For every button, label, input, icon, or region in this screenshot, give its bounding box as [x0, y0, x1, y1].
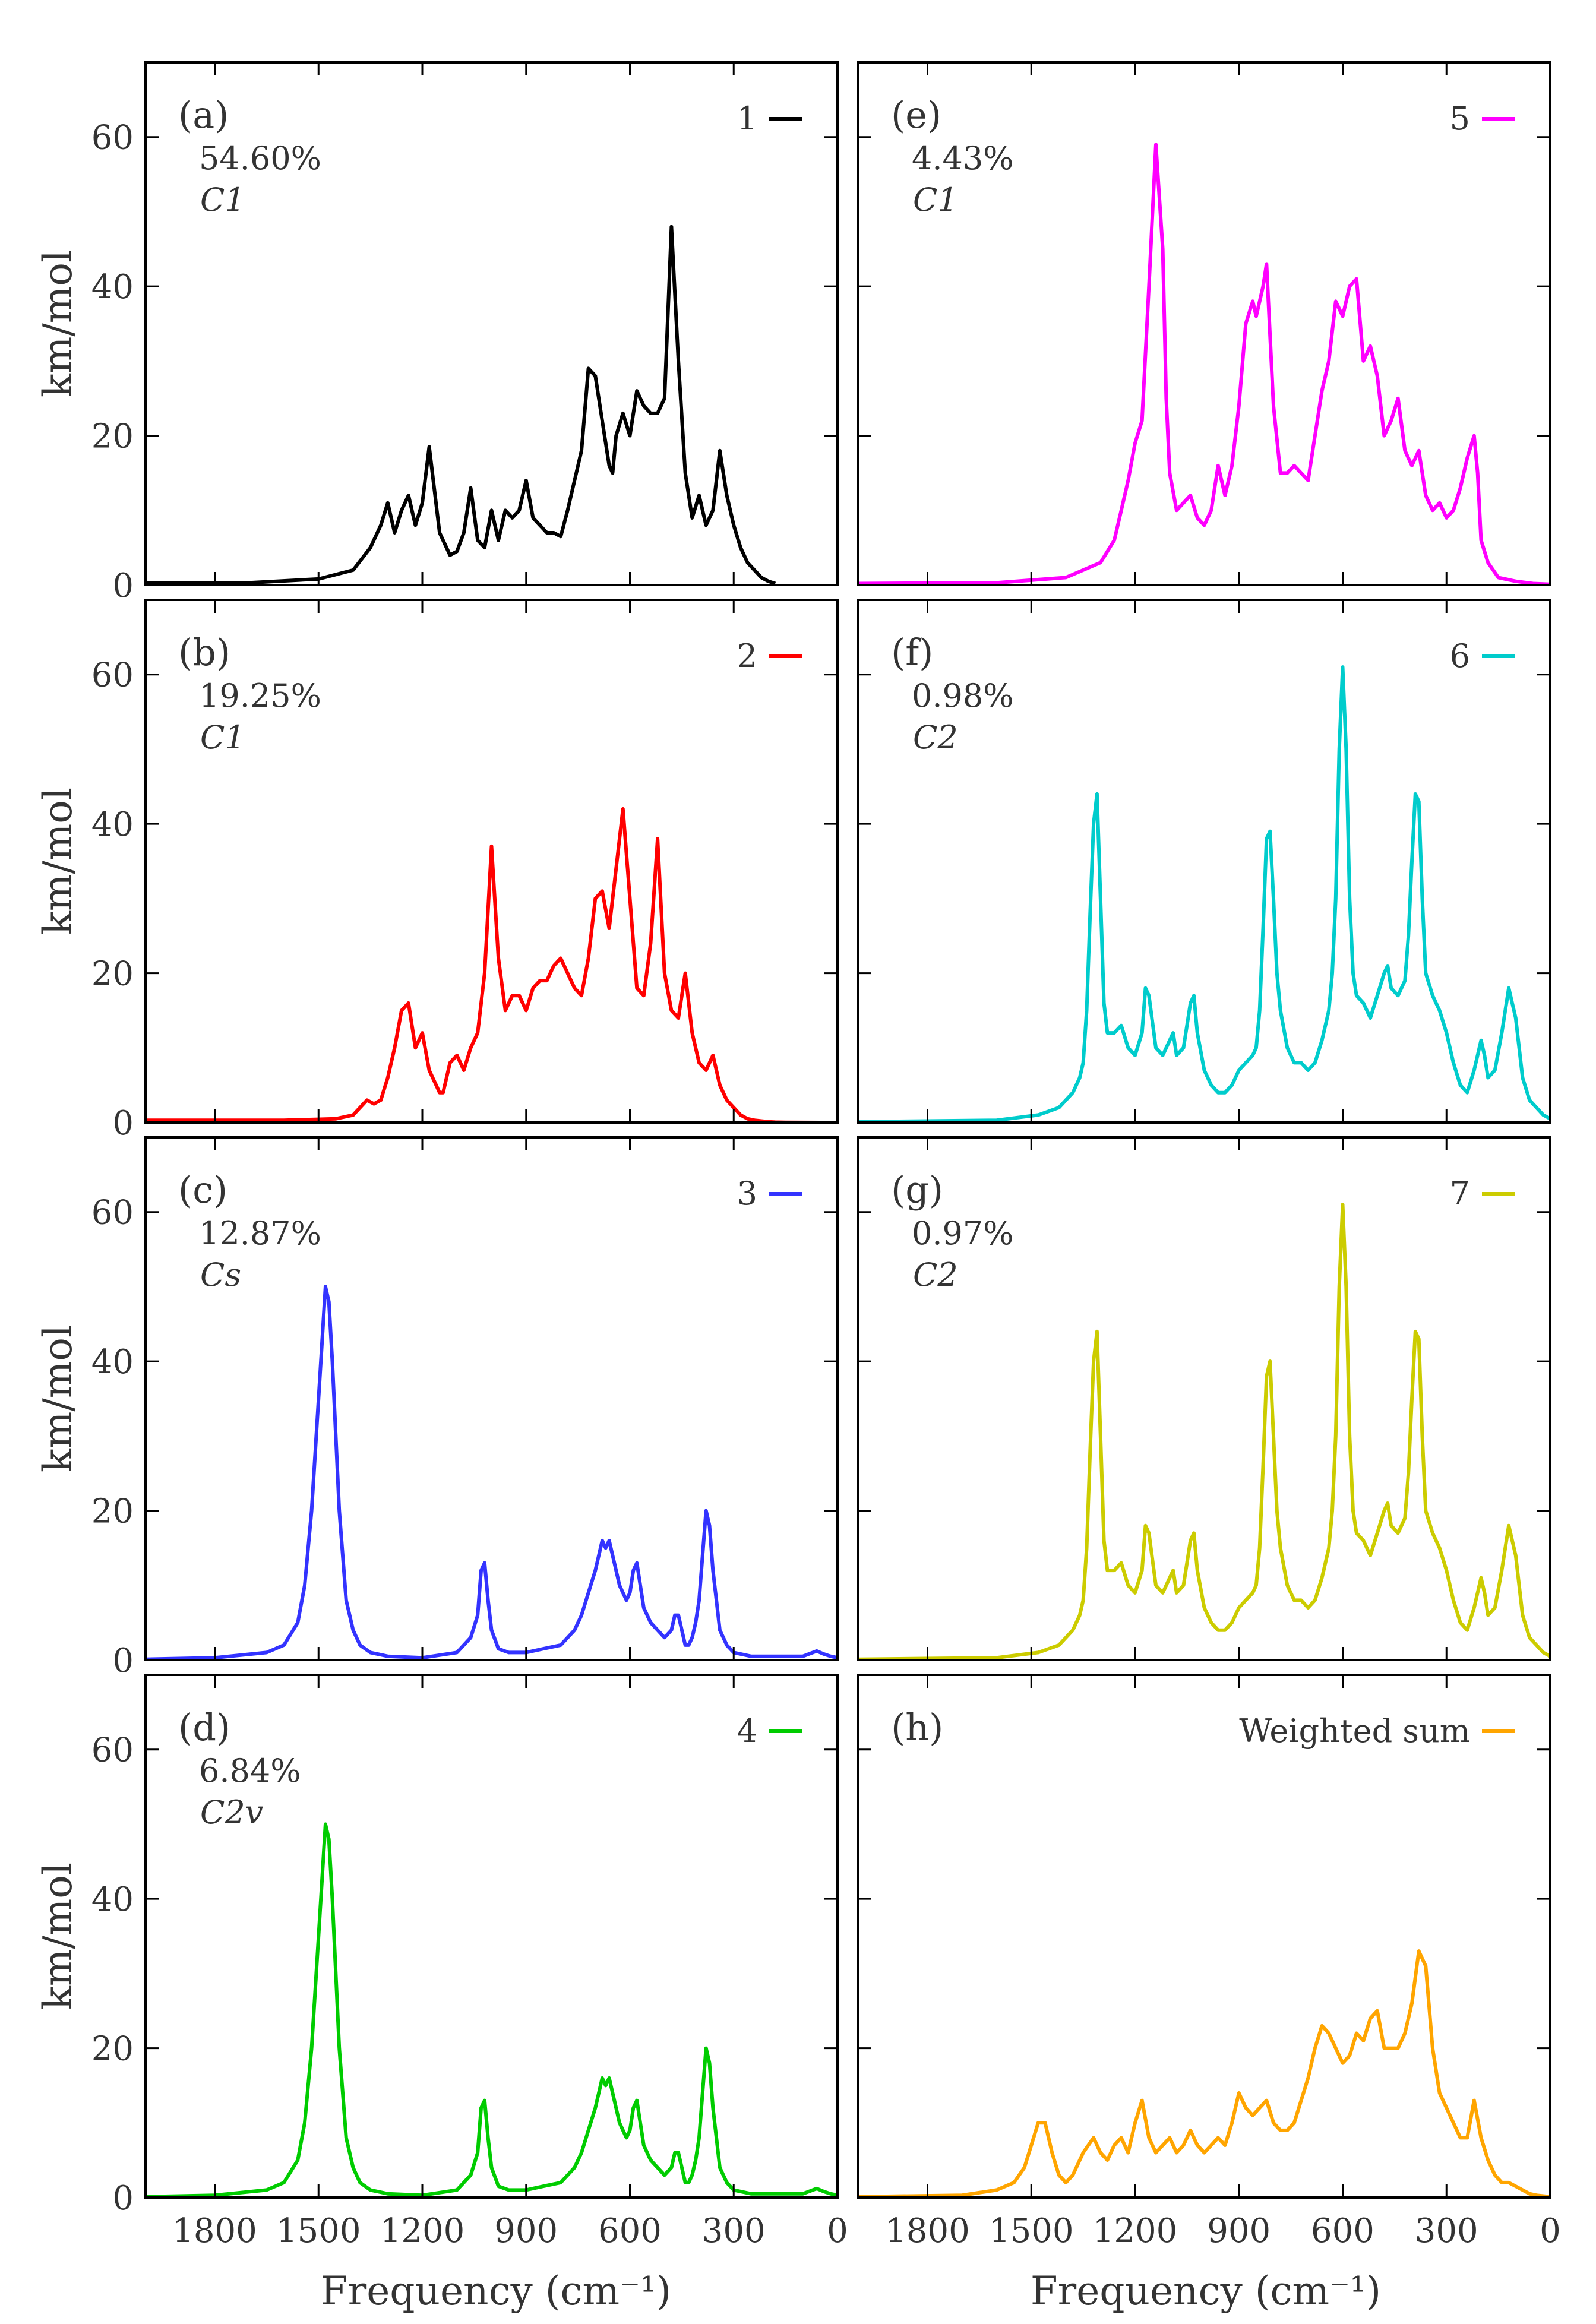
plot-frame	[144, 599, 839, 1124]
y-tick-label: 40	[91, 805, 134, 844]
x-axis-title-right: Frequency (cm⁻¹)	[1031, 2268, 1381, 2314]
legend-label: 6	[1450, 637, 1470, 675]
y-axis-title: km/mol	[35, 250, 81, 397]
y-tick-label: 20	[91, 2030, 134, 2069]
panel-label: (e)	[891, 93, 941, 137]
y-axis-title: km/mol	[35, 1325, 81, 1472]
panel-label: (d)	[178, 1706, 230, 1749]
y-axis-title: km/mol	[35, 1863, 81, 2010]
y-tick-label: 0	[112, 1104, 134, 1143]
legend-label: 3	[737, 1175, 757, 1212]
spectrum-line-e	[858, 143, 1551, 586]
spectrum-line-f	[858, 665, 1551, 1124]
percent-label: 0.97%	[912, 1215, 1014, 1252]
y-tick-label: 60	[91, 119, 134, 157]
x-tick-label: 1800	[885, 2212, 970, 2250]
plot-frame	[144, 1136, 839, 1661]
panels-group: 0204060km/mol(a)54.60%C110204060km/mol(b…	[35, 61, 1561, 2250]
y-tick-label: 0	[112, 567, 134, 605]
x-axis-title-left: Frequency (cm⁻¹)	[321, 2268, 671, 2314]
symmetry-label: C2	[913, 1256, 958, 1294]
y-tick-label: 0	[112, 2179, 134, 2218]
y-axis-title: km/mol	[35, 788, 81, 935]
percent-label: 6.84%	[199, 1752, 301, 1789]
axis-titles-group: Frequency (cm⁻¹) Frequency (cm⁻¹)	[321, 2268, 1381, 2314]
y-tick-label: 60	[91, 1194, 134, 1232]
percent-label: 4.43%	[912, 140, 1014, 177]
panel-e: (e)4.43% C1 5	[857, 61, 1551, 586]
legend-label: 1	[737, 100, 757, 137]
x-tick-label: 0	[1540, 2212, 1561, 2250]
spectrum-line-b	[146, 807, 837, 1124]
panel-label: (b)	[178, 631, 230, 674]
plot-frame	[144, 1674, 839, 2199]
x-tick-label: 600	[1311, 2212, 1374, 2250]
panel-label: (a)	[178, 93, 229, 137]
x-tick-label: 1500	[989, 2212, 1074, 2250]
panel-label: (f)	[891, 631, 933, 674]
panel-label: (c)	[178, 1168, 227, 1212]
percent-label: 19.25%	[199, 677, 321, 714]
x-tick-label: 1800	[172, 2212, 257, 2250]
percent-label: 0.98%	[912, 677, 1014, 714]
panel-f: (f)0.98% C2 6	[857, 599, 1551, 1124]
y-tick-label: 60	[91, 656, 134, 695]
legend-label: 5	[1450, 100, 1470, 137]
spectrum-line-h	[858, 1949, 1551, 2199]
x-tick-label: 900	[494, 2212, 558, 2250]
panel-label: (h)	[891, 1706, 943, 1749]
y-tick-label: 40	[91, 1880, 134, 1919]
x-tick-label: 300	[1415, 2212, 1478, 2250]
x-tick-label: 1500	[276, 2212, 361, 2250]
symmetry-label: C2	[913, 719, 958, 756]
legend-label: 4	[737, 1712, 757, 1750]
panel-g: (g)0.97% C2 7	[857, 1136, 1551, 1661]
panel-c: 0 20 40 60 km/mol (c)12.87% Cs 3	[35, 1136, 839, 1680]
plot-frame	[857, 599, 1551, 1124]
y-tick-label: 60	[91, 1731, 134, 1770]
panel-label: (g)	[891, 1168, 943, 1212]
panel-h: 1800 1500 1200 900 600 300 0 (h) Weighted sum	[857, 1674, 1561, 2250]
panel-b: 0 20 40 60 km/mol (b)19.25% C1 2	[35, 599, 839, 1143]
y-tick-label: 40	[91, 268, 134, 306]
spectrum-line-d	[145, 1822, 838, 2199]
y-tick-label: 20	[91, 418, 134, 456]
spectrum-line-c	[145, 1285, 838, 1661]
percent-label: 54.60%	[199, 140, 321, 177]
symmetry-label: C2v	[200, 1794, 263, 1831]
x-tick-label: 1200	[1093, 2212, 1178, 2250]
y-tick-label: 40	[91, 1343, 134, 1381]
x-tick-label: 300	[702, 2212, 766, 2250]
symmetry-label: C1	[913, 181, 958, 219]
spectrum-line-a	[146, 225, 776, 586]
legend-label: 2	[737, 637, 757, 675]
symmetry-label: C1	[200, 719, 245, 756]
spectrum-line-g	[858, 1203, 1551, 1661]
symmetry-label: Cs	[200, 1256, 241, 1294]
percent-label: 12.87%	[199, 1215, 321, 1252]
panel-a: 0 20 40 60 km/mol (a)54.60% C1 1	[35, 61, 839, 605]
x-tick-label: 1200	[380, 2212, 465, 2250]
symmetry-label: C1	[200, 181, 245, 219]
plot-frame	[144, 61, 839, 586]
x-tick-label: 600	[598, 2212, 662, 2250]
plot-frame	[857, 1674, 1551, 2199]
y-tick-label: 0	[112, 1642, 134, 1680]
panel-d: 0 20 40 60 1800 1500 1200 900 600 300 0 km/mol (d)6.…	[35, 1674, 848, 2250]
y-tick-label: 20	[91, 1493, 134, 1531]
plot-frame	[857, 1136, 1551, 1661]
plot-frame	[857, 61, 1551, 586]
legend-label: 7	[1450, 1175, 1470, 1212]
legend-label: Weighted sum	[1239, 1712, 1470, 1750]
x-tick-label: 900	[1207, 2212, 1271, 2250]
y-tick-label: 20	[91, 955, 134, 994]
x-tick-label: 0	[827, 2212, 848, 2250]
